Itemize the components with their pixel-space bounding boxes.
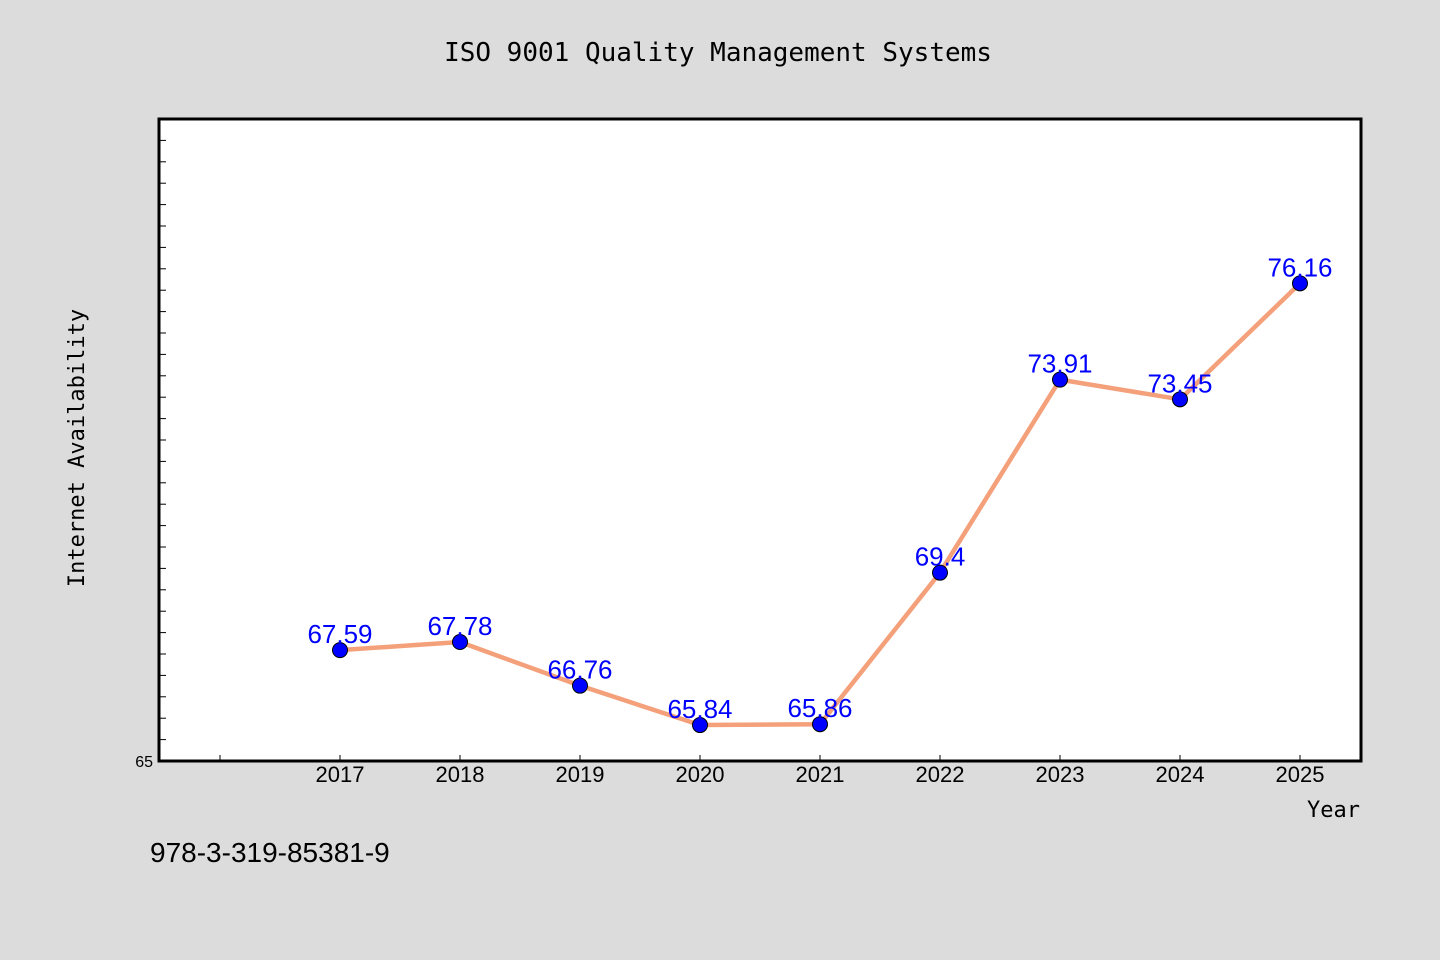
data-label: 65.86 [787,693,852,723]
data-point [692,717,708,734]
data-label: 73.91 [1027,349,1092,379]
data-point [932,564,948,581]
data-point [1292,275,1308,292]
data-point [1052,371,1068,388]
x-tick-label: 2022 [916,762,965,787]
y-axis-ticks: 65 [135,139,166,771]
x-tick-label: 2025 [1276,762,1325,787]
data-point [1172,391,1188,408]
y-axis-label: Internet Availability [65,309,90,587]
x-tick-label: 2021 [796,762,845,787]
data-point [332,642,348,659]
data-label: 76.16 [1267,252,1332,282]
data-point [452,634,468,651]
x-axis-ticks: 2017 2018 2019 2020 2021 2022 2023 2024 2025 [219,755,1325,787]
data-label: 66.76 [547,655,612,685]
x-tick-label: 2023 [1036,762,1085,787]
y-tick-label: 65 [135,754,153,771]
x-tick-label: 2017 [316,762,365,787]
series-layer: 67.59 67.78 66.76 65.84 65.86 69.4 73.91 73.45 7… [307,252,1333,734]
plot-area [157,117,1363,763]
chart-title: ISO 9001 Quality Management Systems [444,38,992,68]
data-label: 67.59 [307,619,372,649]
x-tick-label: 2020 [676,762,725,787]
data-label: 73.45 [1147,368,1212,398]
x-tick-label: 2019 [556,762,605,787]
x-axis-label: Year [1307,798,1360,823]
x-tick-label: 2018 [436,762,485,787]
x-tick-label: 2024 [1156,762,1205,787]
data-point [572,677,588,694]
data-label: 69.4 [915,542,966,572]
data-point [812,716,828,733]
isbn-footer: 978-3-319-85381-9 [150,837,390,868]
data-label: 65.84 [667,694,732,724]
data-label: 67.78 [427,611,492,641]
